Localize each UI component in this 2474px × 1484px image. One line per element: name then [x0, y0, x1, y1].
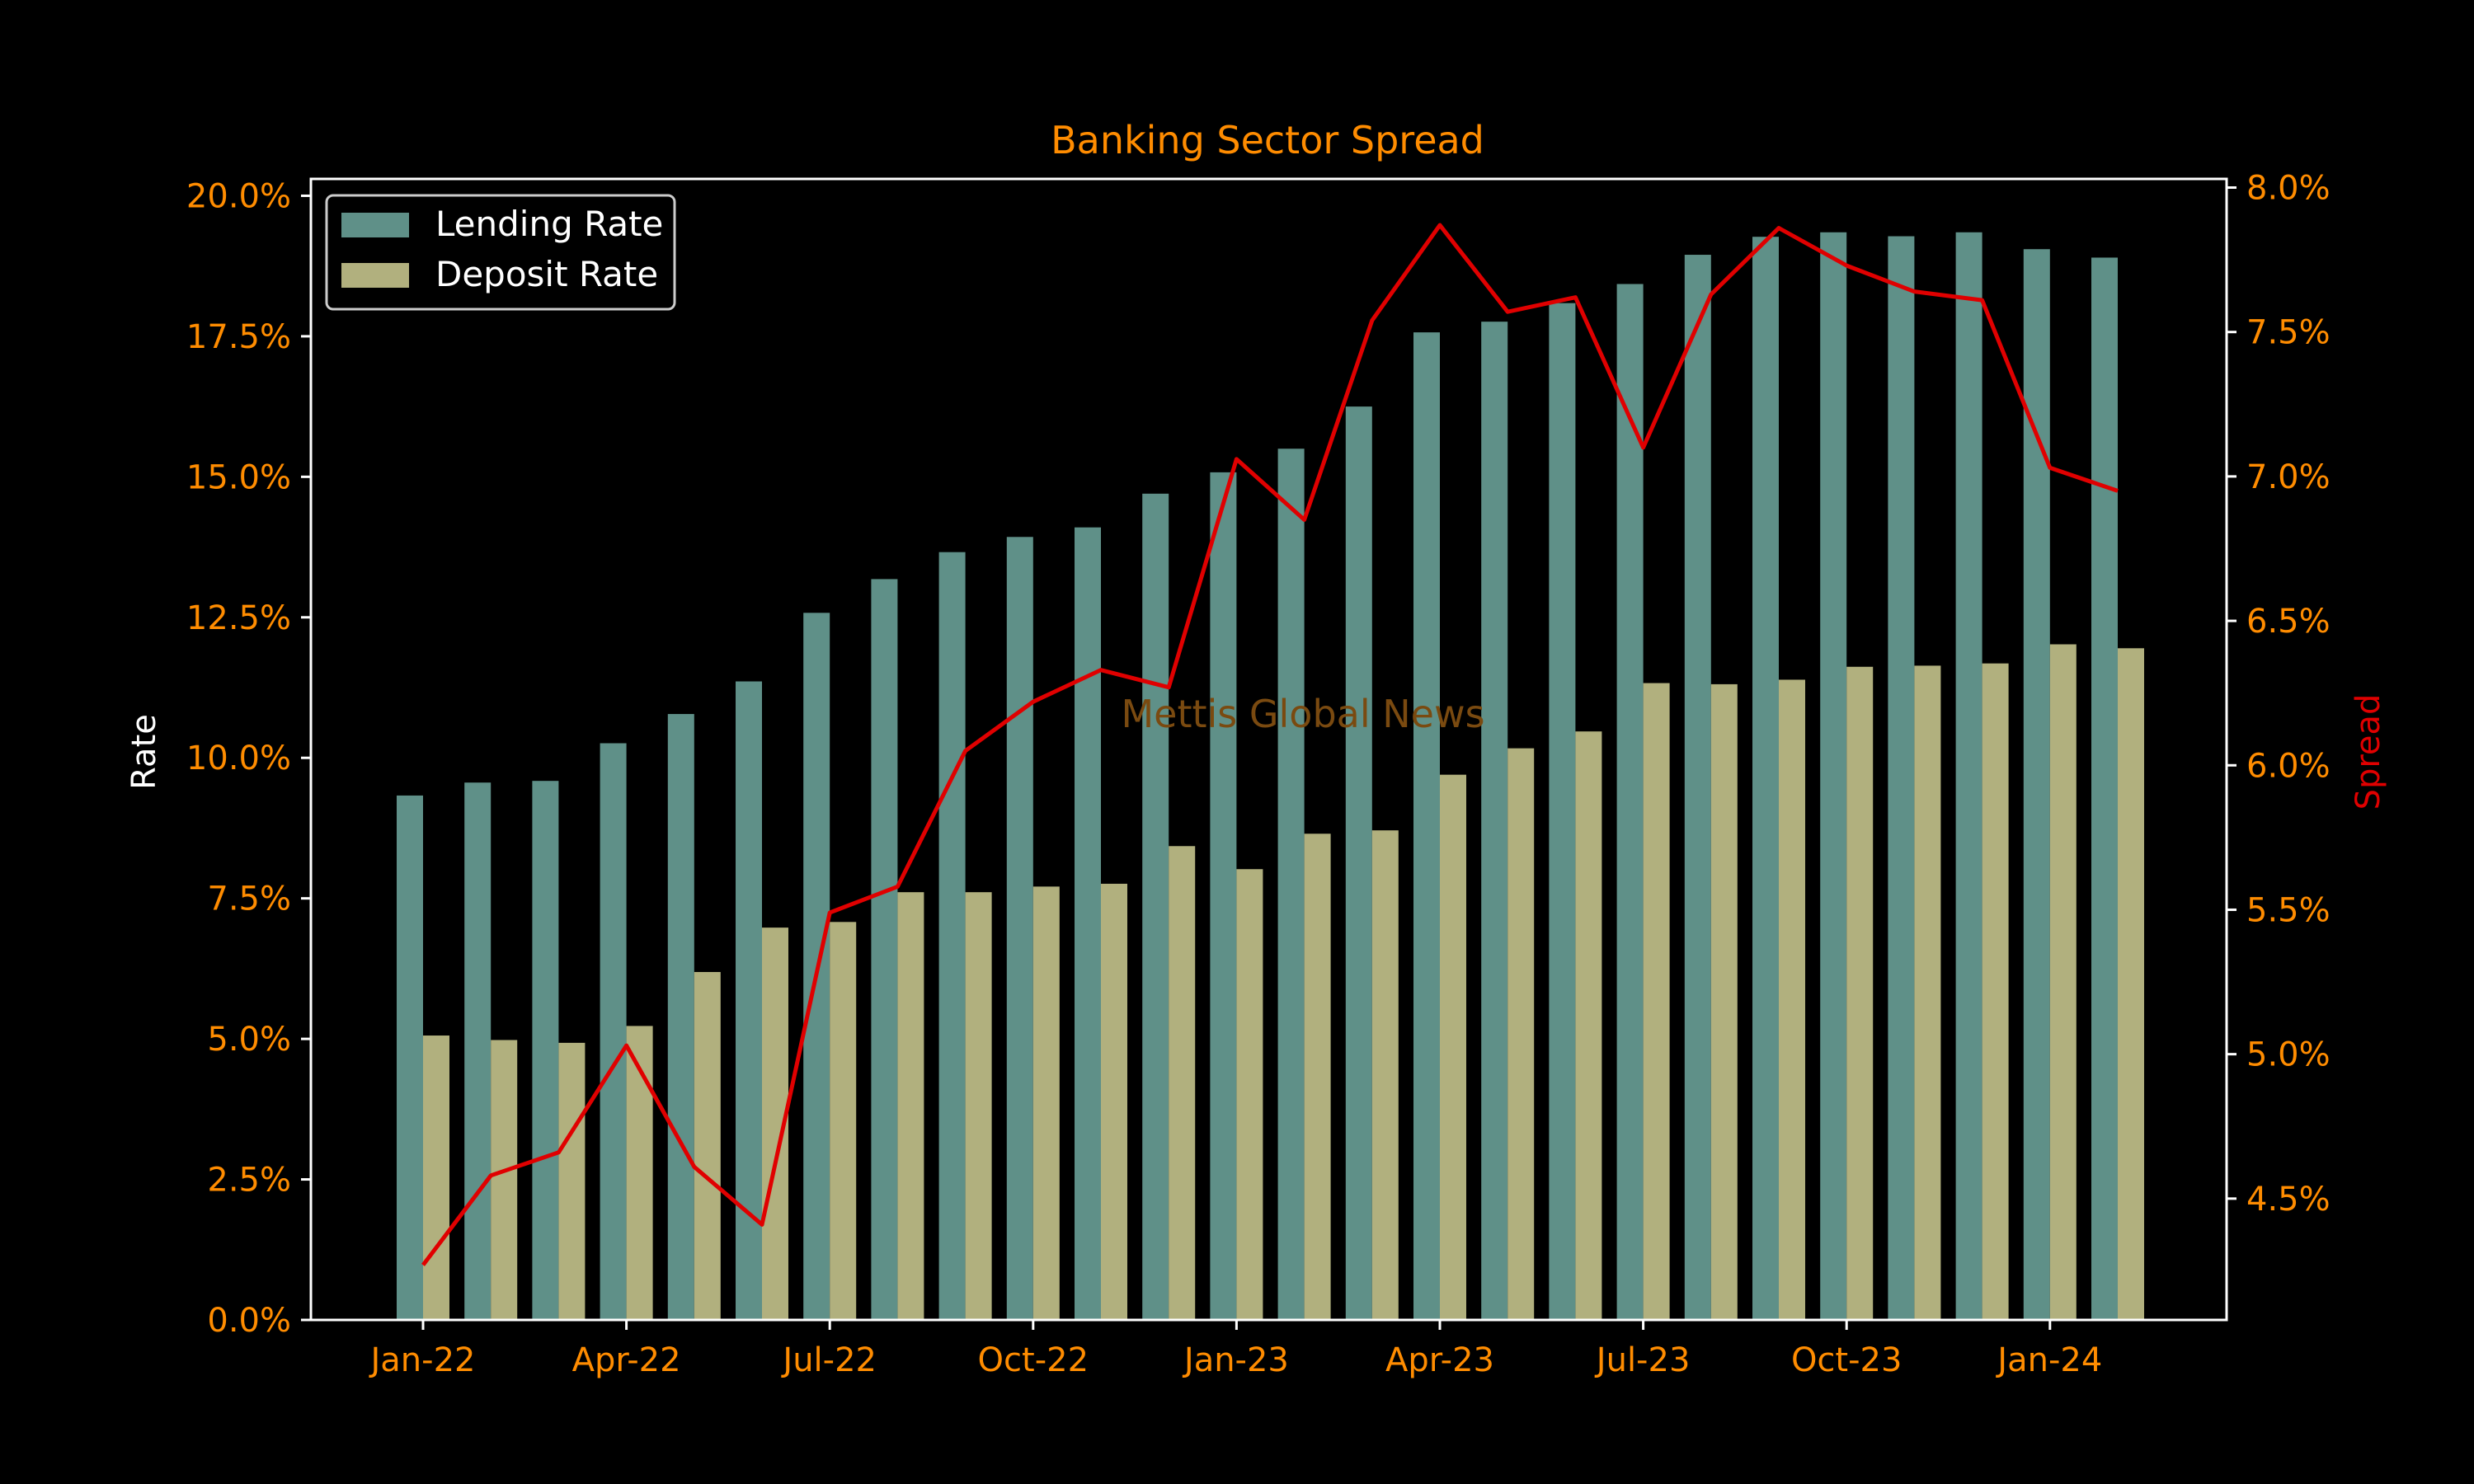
y2-tick-label: 4.5% — [2246, 1181, 2331, 1219]
bar-deposit-rate — [1914, 665, 1941, 1320]
bar-lending-rate — [1277, 448, 1305, 1320]
bar-lending-rate — [397, 795, 423, 1320]
x-tick-label: Oct-22 — [978, 1341, 1089, 1379]
spread-line — [421, 223, 2119, 1266]
bar-lending-rate — [1345, 406, 1372, 1321]
bar-deposit-rate — [1169, 846, 1196, 1320]
bars-layer — [397, 232, 2144, 1321]
bar-deposit-rate — [1371, 830, 1399, 1320]
bar-deposit-rate — [1846, 666, 1874, 1320]
x-tick-label: Jul-23 — [1594, 1341, 1691, 1379]
legend-frame — [325, 194, 676, 311]
bar-deposit-rate — [626, 1026, 653, 1320]
y-tick-label: 20.0% — [186, 177, 291, 215]
y2-tick-label: 6.5% — [2246, 603, 2331, 641]
watermark: Mettis Global News — [1121, 692, 1484, 736]
bar-lending-rate — [1616, 284, 1644, 1320]
bar-deposit-rate — [965, 892, 992, 1320]
bar-deposit-rate — [1101, 883, 1127, 1320]
bar-deposit-rate — [491, 1040, 518, 1320]
x-tick-label: Apr-23 — [1385, 1341, 1494, 1379]
y2-tick-label: 6.0% — [2246, 747, 2331, 785]
y-tick-label: 12.5% — [186, 599, 291, 637]
bar-deposit-rate — [1643, 683, 1670, 1320]
x-tick-label: Jan-22 — [369, 1341, 476, 1379]
y2-tick-label: 5.5% — [2246, 891, 2331, 929]
bar-deposit-rate — [558, 1042, 586, 1320]
bar-lending-rate — [1820, 232, 1847, 1321]
y-tick-label: 17.5% — [186, 318, 291, 356]
y-tick-label: 2.5% — [207, 1162, 291, 1200]
x-tick-label: Oct-23 — [1791, 1341, 1903, 1379]
y2-tick-label: 7.5% — [2246, 314, 2331, 352]
x-tick-label: Jul-22 — [780, 1341, 877, 1379]
axes-layer: 0.0% 2.5% 5.0% 7.5% 10.0% 12.5% 15.0% 17.5% 20.0… — [186, 170, 2331, 1379]
bar-deposit-rate — [1032, 886, 1060, 1320]
bar-lending-rate — [600, 743, 627, 1320]
bar-lending-rate — [532, 781, 559, 1320]
bar-lending-rate — [2091, 257, 2118, 1321]
bar-lending-rate — [1210, 472, 1237, 1320]
bar-deposit-rate — [1440, 774, 1466, 1320]
bar-deposit-rate — [1575, 731, 1602, 1320]
bar-deposit-rate — [1710, 683, 1738, 1320]
bar-deposit-rate — [1236, 869, 1263, 1320]
bar-lending-rate — [667, 714, 694, 1320]
bar-deposit-rate — [1507, 748, 1535, 1320]
bar-lending-rate — [736, 681, 762, 1320]
x-tick-label: Jan-23 — [1182, 1341, 1289, 1379]
bar-lending-rate — [1481, 322, 1508, 1321]
bar-lending-rate — [1075, 527, 1101, 1320]
y-tick-label: 10.0% — [186, 740, 291, 777]
y-tick-label: 5.0% — [207, 1021, 291, 1059]
bar-lending-rate — [1006, 537, 1033, 1320]
y-tick-label: 7.5% — [207, 881, 291, 918]
bar-deposit-rate — [1982, 663, 2009, 1320]
bar-lending-rate — [1549, 303, 1576, 1321]
y-axis-label: Rate — [125, 714, 163, 790]
y2-axis-label: Spread — [2349, 694, 2387, 810]
bar-lending-rate — [1413, 332, 1440, 1320]
y2-tick-label: 8.0% — [2246, 170, 2331, 208]
bar-deposit-rate — [2118, 648, 2144, 1320]
y2-tick-label: 5.0% — [2246, 1036, 2331, 1074]
legend: Lending Rate Deposit Rate — [325, 194, 676, 311]
legend-swatch-deposit — [341, 263, 409, 288]
bar-deposit-rate — [1779, 679, 1805, 1320]
legend-swatch-lending — [341, 213, 409, 237]
spread-line-layer — [421, 223, 2119, 1266]
y-tick-label: 15.0% — [186, 458, 291, 496]
legend-label-lending: Lending Rate — [435, 204, 663, 244]
plot-frame — [309, 177, 2228, 1322]
bar-deposit-rate — [694, 971, 721, 1320]
y2-tick-label: 7.0% — [2246, 458, 2331, 496]
bar-lending-rate — [1142, 493, 1169, 1320]
bar-lending-rate — [1752, 237, 1779, 1320]
bar-lending-rate — [1684, 255, 1711, 1320]
bar-lending-rate — [938, 552, 966, 1320]
y-tick-label: 0.0% — [207, 1302, 291, 1340]
bar-lending-rate — [871, 579, 898, 1320]
bar-lending-rate — [2023, 249, 2050, 1320]
bar-lending-rate — [1955, 232, 1982, 1321]
x-tick-label: Apr-22 — [572, 1341, 681, 1379]
x-tick-label: Jan-24 — [1995, 1341, 2102, 1379]
bar-deposit-rate — [423, 1036, 449, 1320]
bar-deposit-rate — [830, 922, 857, 1320]
bar-deposit-rate — [2049, 644, 2077, 1320]
chart-title: Banking Sector Spread — [1051, 118, 1484, 162]
bar-deposit-rate — [1304, 834, 1331, 1320]
bar-lending-rate — [464, 782, 492, 1320]
legend-label-deposit: Deposit Rate — [435, 254, 658, 294]
bar-deposit-rate — [897, 892, 924, 1320]
bar-lending-rate — [1888, 236, 1915, 1320]
